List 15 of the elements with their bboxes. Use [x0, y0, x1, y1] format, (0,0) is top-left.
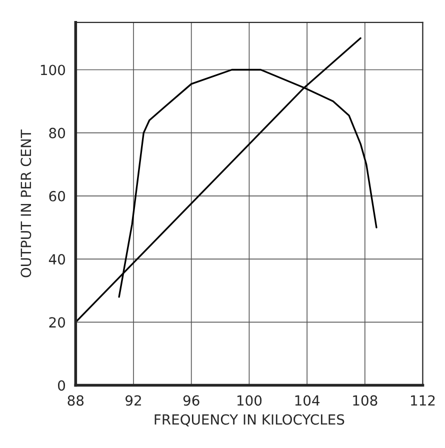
y-tick-label: 60: [49, 190, 66, 202]
x-tick-label: 112: [411, 395, 435, 406]
x-tick-label: 88: [68, 395, 84, 406]
y-tick-label: 20: [49, 317, 66, 328]
x-tick-label: 92: [126, 395, 141, 406]
y-tick-label: 40: [48, 254, 66, 265]
x-tick-label: 100: [237, 395, 262, 406]
x-tick-label: 108: [353, 395, 378, 406]
y-tick-label: 80: [49, 128, 66, 138]
x-tick-label: 104: [295, 395, 320, 406]
x-tick-label: 96: [183, 395, 200, 406]
y-tick-label: 0: [58, 380, 66, 391]
x-axis-title: FREQUENCY IN KILOCYCLES: [154, 414, 344, 426]
y-axis-title: OUTPUT IN PER CENT: [20, 130, 32, 278]
y-tick-label: 100: [40, 64, 66, 76]
